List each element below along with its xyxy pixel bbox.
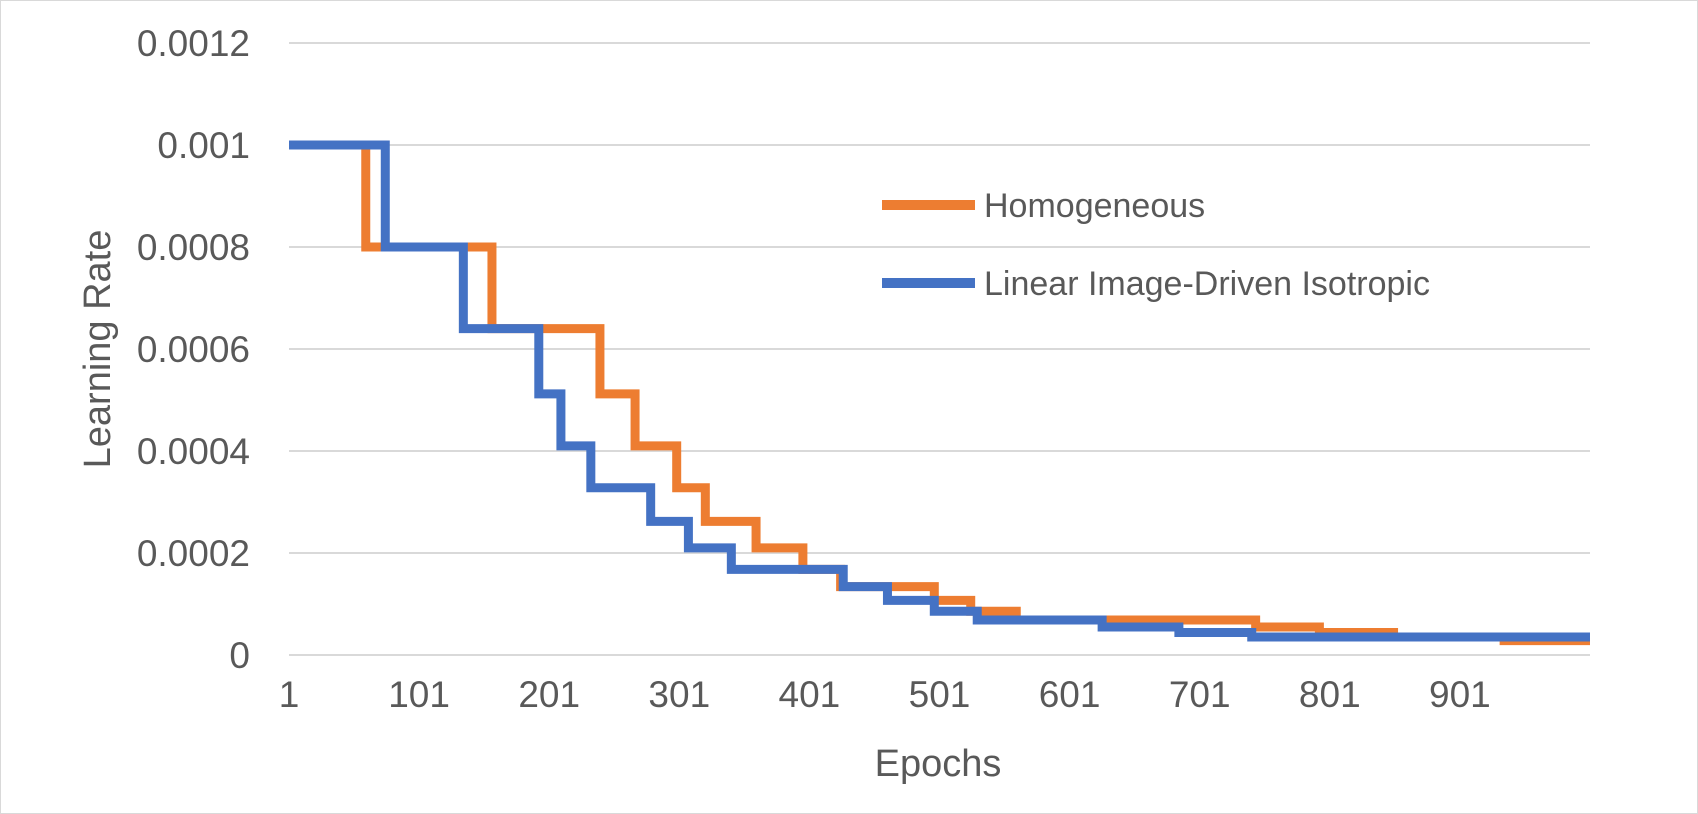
x-tick-label: 401 — [779, 674, 841, 715]
series-line-isotropic — [289, 140, 1590, 642]
series-line-homogeneous — [289, 140, 1590, 646]
x-tick-labels: 1 101 201 301 401 501 601 701 801 901 — [279, 674, 1491, 715]
x-tick-label: 801 — [1299, 674, 1361, 715]
y-tick-label: 0.0004 — [137, 431, 250, 472]
y-axis-title: Learning Rate — [77, 230, 119, 469]
y-tick-label: 0.0008 — [137, 227, 250, 268]
x-tick-label: 701 — [1169, 674, 1231, 715]
legend: Homogeneous Linear Image-Driven Isotropi… — [882, 187, 1430, 303]
y-tick-label: 0.0012 — [137, 23, 250, 64]
y-tick-label: 0.0006 — [137, 329, 250, 370]
series-lines — [289, 140, 1590, 646]
x-tick-label: 601 — [1039, 674, 1101, 715]
y-tick-label: 0 — [229, 635, 250, 676]
x-tick-label: 901 — [1429, 674, 1491, 715]
x-axis-title: Epochs — [875, 743, 1002, 785]
x-tick-label: 301 — [648, 674, 710, 715]
y-tick-label: 0.001 — [157, 125, 250, 166]
x-tick-label: 201 — [518, 674, 580, 715]
y-tick-label: 0.0002 — [137, 533, 250, 574]
gridlines — [289, 42, 1590, 656]
legend-label-homogeneous: Homogeneous — [984, 187, 1205, 225]
y-tick-labels: 0 0.0002 0.0004 0.0006 0.0008 0.001 0.0012 — [137, 23, 250, 676]
x-tick-label: 101 — [388, 674, 450, 715]
legend-label-isotropic: Linear Image-Driven Isotropic — [984, 265, 1430, 303]
x-tick-label: 1 — [279, 674, 300, 715]
x-tick-label: 501 — [909, 674, 971, 715]
